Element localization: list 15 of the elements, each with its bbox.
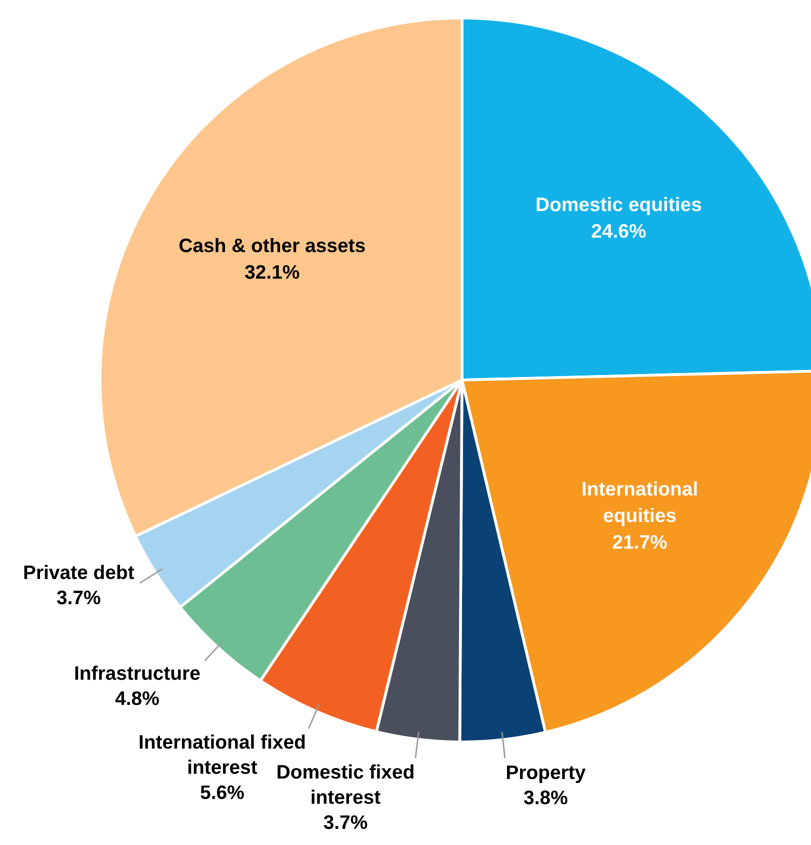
slice-label: Cash & other assets — [179, 238, 365, 252]
data-label: 3.7% — [324, 815, 368, 830]
slice-label: International equities — [582, 481, 697, 526]
slice-label: Infrastructure — [75, 666, 200, 680]
data-label: 4.8% — [115, 691, 159, 706]
data-label: 5.6% — [200, 785, 244, 800]
data-label: 24.6% — [592, 224, 646, 238]
data-label: 32.1% — [245, 265, 300, 279]
slice-label: Domestic equities — [536, 196, 702, 216]
data-label: 21.7% — [612, 535, 667, 549]
data-label: 3.8% — [524, 790, 568, 804]
slice-label: Domestic fixed interest — [278, 764, 414, 804]
data-label: 3.7% — [56, 590, 100, 604]
slice-label: Private debt — [24, 564, 134, 580]
slice-label: Property — [507, 766, 586, 783]
